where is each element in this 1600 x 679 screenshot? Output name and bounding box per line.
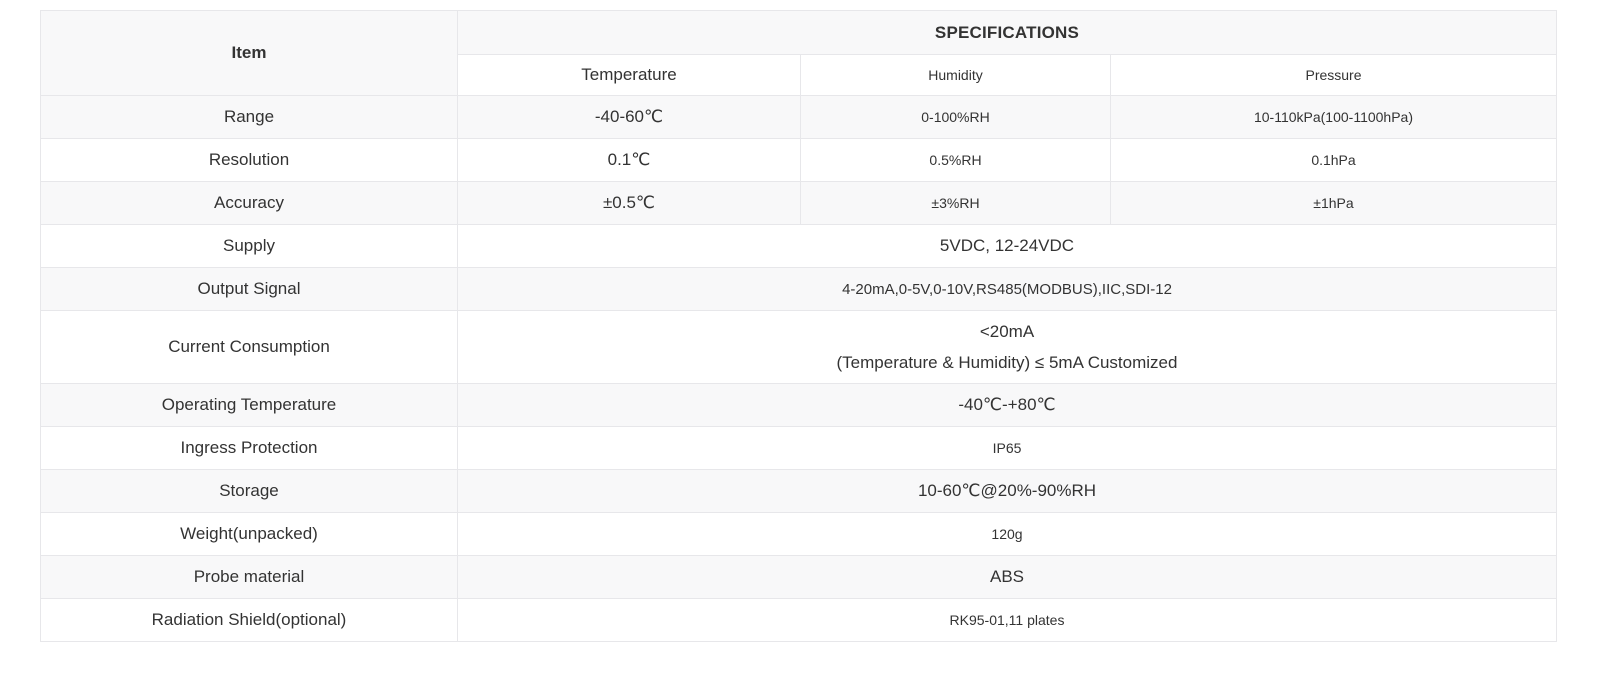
radiation-shield-value: RK95-01,11 plates <box>457 598 1557 642</box>
row-accuracy: Accuracy ±0.5℃ ±3%RH ±1hPa <box>40 181 1557 225</box>
current-consumption-line1: <20mA <box>979 322 1035 341</box>
weight-label: Weight(unpacked) <box>40 512 458 556</box>
supply-value: 5VDC, 12-24VDC <box>457 224 1557 268</box>
range-humidity: 0-100%RH <box>800 95 1111 139</box>
range-pressure: 10-110kPa(100-1100hPa) <box>1110 95 1557 139</box>
row-current-consumption: Current Consumption <20mA (Temperature &… <box>40 310 1557 384</box>
column-header-temperature: Temperature <box>457 54 801 96</box>
operating-temperature-label: Operating Temperature <box>40 383 458 427</box>
current-consumption-line2: (Temperature & Humidity) ≤ 5mA Customize… <box>836 353 1178 372</box>
range-temperature: -40-60℃ <box>457 95 801 139</box>
storage-label: Storage <box>40 469 458 513</box>
radiation-shield-label: Radiation Shield(optional) <box>40 598 458 642</box>
range-label: Range <box>40 95 458 139</box>
probe-material-label: Probe material <box>40 555 458 599</box>
row-resolution: Resolution 0.1℃ 0.5%RH 0.1hPa <box>40 138 1557 182</box>
weight-value: 120g <box>457 512 1557 556</box>
accuracy-humidity: ±3%RH <box>800 181 1111 225</box>
current-consumption-value: <20mA (Temperature & Humidity) ≤ 5mA Cus… <box>457 310 1557 384</box>
row-operating-temperature: Operating Temperature -40℃-+80℃ <box>40 383 1557 427</box>
output-signal-label: Output Signal <box>40 267 458 311</box>
row-supply: Supply 5VDC, 12-24VDC <box>40 224 1557 268</box>
column-header-pressure: Pressure <box>1110 54 1557 96</box>
header-item: Item <box>40 10 458 96</box>
row-storage: Storage 10-60℃@20%-90%RH <box>40 469 1557 513</box>
header-specifications: SPECIFICATIONS <box>457 10 1557 55</box>
accuracy-temperature: ±0.5℃ <box>457 181 801 225</box>
resolution-label: Resolution <box>40 138 458 182</box>
resolution-humidity: 0.5%RH <box>800 138 1111 182</box>
row-probe-material: Probe material ABS <box>40 555 1557 599</box>
row-weight: Weight(unpacked) 120g <box>40 512 1557 556</box>
output-signal-value: 4-20mA,0-5V,0-10V,RS485(MODBUS),IIC,SDI-… <box>457 267 1557 311</box>
row-ingress-protection: Ingress Protection IP65 <box>40 426 1557 470</box>
ingress-protection-label: Ingress Protection <box>40 426 458 470</box>
ingress-protection-value: IP65 <box>457 426 1557 470</box>
subheader-row: Temperature Humidity Pressure <box>41 54 1557 96</box>
current-consumption-label: Current Consumption <box>40 310 458 384</box>
storage-value: 10-60℃@20%-90%RH <box>457 469 1557 513</box>
row-radiation-shield: Radiation Shield(optional) RK95-01,11 pl… <box>40 598 1557 642</box>
column-header-humidity: Humidity <box>800 54 1111 96</box>
header-row: Item SPECIFICATIONS <box>40 10 1557 96</box>
accuracy-label: Accuracy <box>40 181 458 225</box>
accuracy-pressure: ±1hPa <box>1110 181 1557 225</box>
row-output-signal: Output Signal 4-20mA,0-5V,0-10V,RS485(MO… <box>40 267 1557 311</box>
resolution-pressure: 0.1hPa <box>1110 138 1557 182</box>
spec-table: Item SPECIFICATIONS Temperature Humidity… <box>40 10 1557 642</box>
operating-temperature-value: -40℃-+80℃ <box>457 383 1557 427</box>
resolution-temperature: 0.1℃ <box>457 138 801 182</box>
supply-label: Supply <box>40 224 458 268</box>
row-range: Range -40-60℃ 0-100%RH 10-110kPa(100-110… <box>40 95 1557 139</box>
probe-material-value: ABS <box>457 555 1557 599</box>
